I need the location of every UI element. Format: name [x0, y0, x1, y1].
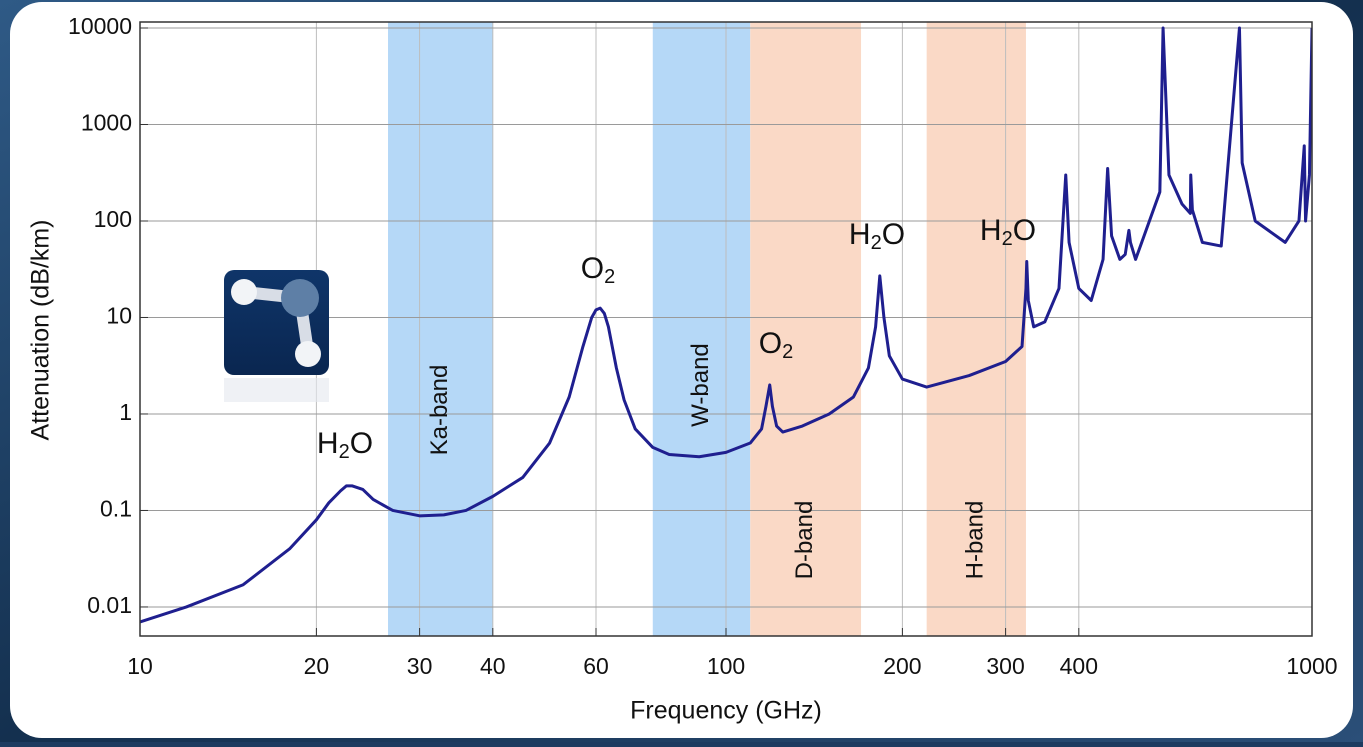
- x-tick-label: 1000: [1286, 653, 1337, 679]
- x-tick-label: 60: [583, 653, 609, 679]
- annotation-part: O: [1013, 214, 1036, 247]
- band: [652, 22, 751, 636]
- annotation-part: O: [350, 427, 373, 460]
- annotation-part: H: [980, 214, 1002, 247]
- molecule-icon: [224, 270, 329, 402]
- subscript: 2: [339, 441, 350, 463]
- band-label: W-band: [687, 343, 714, 427]
- annotation: H2O: [317, 427, 373, 463]
- annotation-part: O: [882, 218, 905, 251]
- annotation-part: H: [317, 427, 339, 460]
- band-label: Ka-band: [426, 365, 453, 456]
- x-tick-label: 300: [986, 653, 1024, 679]
- x-tick-label: 100: [707, 653, 745, 679]
- subscript: 2: [871, 232, 882, 254]
- x-tick-label: 40: [480, 653, 506, 679]
- attenuation-line: [140, 26, 1312, 624]
- y-tick-label: 1: [119, 399, 132, 425]
- x-tick-label: 400: [1060, 653, 1098, 679]
- y-tick-label: 10000: [68, 13, 132, 39]
- annotation-part: H: [849, 218, 871, 251]
- annotation-part: O: [759, 327, 782, 360]
- subscript: 2: [782, 341, 793, 363]
- annotation: H2O: [980, 214, 1036, 250]
- y-tick-label: 0.01: [87, 592, 132, 618]
- band: [388, 22, 493, 636]
- y-tick-label: 0.1: [100, 496, 132, 522]
- x-axis-label: Frequency (GHz): [630, 697, 822, 725]
- annotation: O2: [759, 327, 793, 363]
- annotation: O2: [581, 252, 615, 288]
- y-tick-label: 10: [106, 303, 132, 329]
- y-axis-label: Attenuation (dB/km): [27, 220, 55, 441]
- subscript: 2: [604, 266, 615, 288]
- x-tick-label: 30: [407, 653, 433, 679]
- annotation-part: O: [581, 252, 604, 285]
- y-tick-label: 100: [94, 206, 132, 232]
- subscript: 2: [1002, 228, 1013, 250]
- annotation: H2O: [849, 218, 905, 254]
- x-tick-label: 10: [127, 653, 153, 679]
- x-tick-label: 200: [883, 653, 921, 679]
- y-tick-label: 1000: [81, 110, 132, 136]
- band-label: D-band: [791, 501, 818, 580]
- x-tick-label: 20: [304, 653, 330, 679]
- band-label: H-band: [962, 501, 989, 580]
